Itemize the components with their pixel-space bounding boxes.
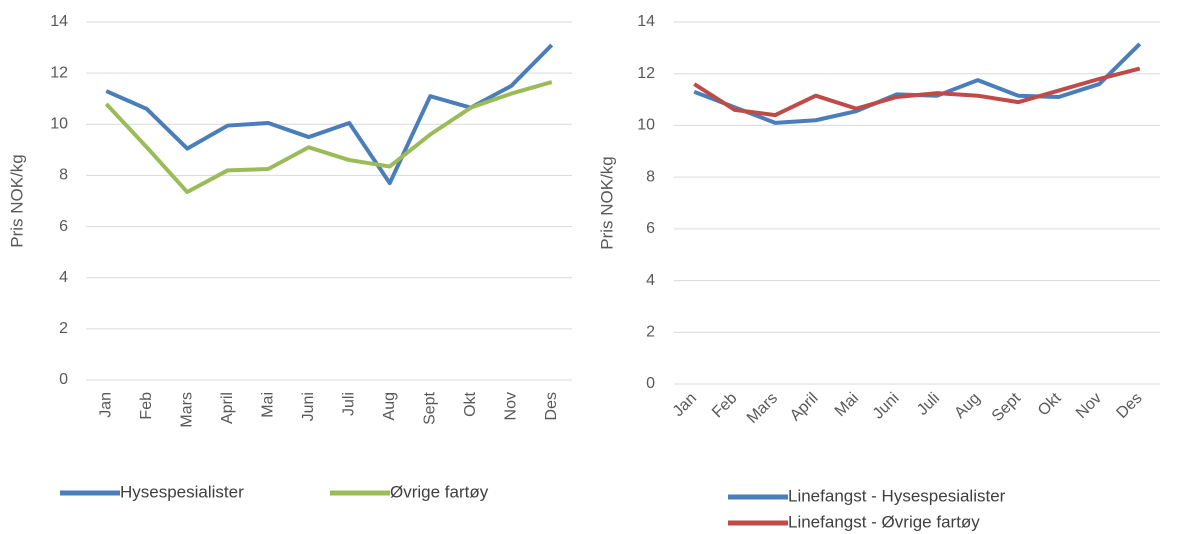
legend-label: Linefangst - Øvrige fartøy (788, 512, 980, 531)
y-tick-label: 4 (646, 272, 655, 289)
x-tick-label: Juni (870, 390, 903, 423)
x-tick-label: Mai (259, 392, 276, 418)
x-tick-label: Okt (1035, 389, 1065, 419)
y-tick-label: 12 (637, 65, 655, 82)
series-line (693, 42, 1142, 125)
x-tick-label: Jan (97, 392, 114, 418)
chart: 0 2 4 6 8 10 12 14 Pris NOK/kg Jan Feb Mars April Mai… (7, 13, 572, 501)
chart: 0 2 4 6 8 10 12 14 Pris NOK/kg Jan Feb Mars April Mai… (597, 13, 1160, 531)
legend-label: Linefangst - Hysespesialister (788, 486, 1006, 505)
legend: Linefangst - Hysespesialister Linefangst … (728, 486, 1006, 531)
y-tick-label: 2 (646, 324, 655, 341)
y-tick-label: 2 (59, 320, 68, 337)
series-line (693, 66, 1141, 118)
x-tick-label: Jan (670, 390, 700, 420)
series-line (104, 80, 553, 195)
x-tick-label: Mars (178, 392, 195, 428)
legend: Hysespesialister Øvrige fartøy (60, 482, 489, 501)
y-tick-label: 8 (59, 167, 68, 184)
x-tick-label: Mars (744, 390, 781, 427)
x-tick-label: Aug (381, 392, 398, 420)
x-tick-label: Feb (709, 390, 741, 422)
legend-label: Hysespesialister (120, 482, 244, 501)
series-line (105, 43, 554, 186)
x-tick-label: Okt (462, 391, 479, 416)
y-tick-label: 6 (59, 218, 68, 235)
x-tick-label: Sept (421, 391, 438, 424)
y-tick-label: 0 (59, 371, 68, 388)
y-tick-label: 10 (50, 116, 68, 133)
x-tick-label: Juli (340, 392, 357, 416)
x-tick-label: April (787, 390, 822, 425)
y-tick-label: 10 (637, 117, 655, 134)
x-tick-label: April (219, 392, 236, 424)
legend-label: Øvrige fartøy (390, 482, 489, 501)
x-tick-label: Juli (914, 390, 943, 419)
x-tick-label: Des (543, 392, 560, 420)
y-tick-label: 6 (646, 220, 655, 237)
x-tick-label: Sept (989, 389, 1025, 425)
y-tick-label: 8 (646, 168, 655, 185)
x-tick-label: Nov (1073, 390, 1105, 422)
x-tick-label: Aug (951, 390, 983, 422)
x-tick-label: Juni (300, 392, 317, 421)
y-tick-label: 4 (59, 269, 68, 286)
x-tick-label: Des (1113, 390, 1145, 422)
x-tick-label: Mai (832, 390, 862, 420)
x-tick-label: Feb (138, 392, 155, 420)
y-axis-title: Pris NOK/kg (7, 154, 26, 248)
y-tick-label: 12 (50, 64, 68, 81)
y-tick-label: 14 (50, 13, 68, 30)
x-tick-label: Nov (502, 392, 519, 420)
y-axis-title: Pris NOK/kg (597, 156, 616, 250)
y-tick-label: 0 (646, 375, 655, 392)
y-tick-label: 14 (637, 13, 655, 30)
